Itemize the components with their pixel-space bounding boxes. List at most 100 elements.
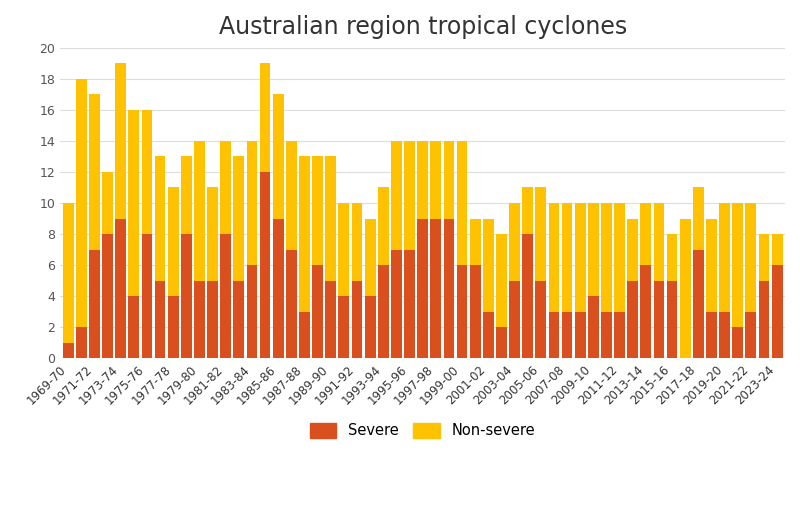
Bar (326, 156, 336, 281)
Bar (378, 187, 389, 265)
Bar (522, 234, 533, 358)
Bar (246, 265, 258, 358)
Bar (575, 312, 586, 358)
Bar (601, 312, 612, 358)
Bar (496, 234, 506, 327)
Bar (154, 156, 166, 281)
Bar (62, 343, 74, 358)
Bar (430, 218, 441, 358)
Bar (746, 203, 756, 312)
Bar (418, 218, 428, 358)
Bar (102, 172, 113, 234)
Bar (220, 234, 231, 358)
Bar (260, 63, 270, 172)
Bar (338, 296, 350, 358)
Bar (575, 203, 586, 312)
Bar (286, 141, 297, 250)
Bar (601, 203, 612, 312)
Bar (641, 265, 651, 358)
Bar (404, 250, 415, 358)
Bar (326, 281, 336, 358)
Bar (299, 312, 310, 358)
Bar (234, 281, 244, 358)
Bar (220, 141, 231, 234)
Bar (181, 156, 192, 234)
Bar (719, 312, 730, 358)
Bar (772, 234, 782, 265)
Bar (181, 234, 192, 358)
Bar (142, 234, 152, 358)
Bar (115, 218, 126, 358)
Bar (522, 187, 533, 234)
Bar (404, 141, 415, 250)
Title: Australian region tropical cyclones: Australian region tropical cyclones (218, 15, 626, 39)
Bar (535, 281, 546, 358)
Bar (76, 79, 86, 327)
Bar (746, 312, 756, 358)
Bar (549, 312, 559, 358)
Bar (509, 281, 520, 358)
Bar (352, 281, 362, 358)
Bar (273, 218, 284, 358)
Bar (299, 156, 310, 312)
Bar (273, 94, 284, 218)
Bar (496, 327, 506, 358)
Bar (391, 141, 402, 250)
Bar (758, 234, 770, 281)
Bar (535, 187, 546, 281)
Bar (483, 312, 494, 358)
Bar (680, 218, 690, 358)
Bar (666, 234, 678, 281)
Bar (457, 265, 467, 358)
Bar (562, 203, 573, 312)
Bar (641, 203, 651, 265)
Bar (719, 203, 730, 312)
Bar (378, 265, 389, 358)
Bar (286, 250, 297, 358)
Legend: Severe, Non-severe: Severe, Non-severe (305, 417, 541, 444)
Bar (129, 110, 139, 296)
Bar (483, 218, 494, 312)
Bar (627, 281, 638, 358)
Bar (89, 250, 100, 358)
Bar (312, 156, 323, 265)
Bar (234, 156, 244, 281)
Bar (470, 218, 481, 265)
Bar (588, 296, 598, 358)
Bar (562, 312, 573, 358)
Bar (418, 141, 428, 218)
Bar (312, 265, 323, 358)
Bar (614, 203, 625, 312)
Bar (772, 265, 782, 358)
Bar (62, 203, 74, 343)
Bar (365, 296, 375, 358)
Bar (168, 296, 178, 358)
Bar (627, 218, 638, 281)
Bar (693, 187, 704, 250)
Bar (352, 203, 362, 281)
Bar (654, 203, 664, 281)
Bar (732, 327, 743, 358)
Bar (706, 312, 717, 358)
Bar (588, 203, 598, 296)
Bar (654, 281, 664, 358)
Bar (154, 281, 166, 358)
Bar (457, 141, 467, 265)
Bar (142, 110, 152, 234)
Bar (207, 281, 218, 358)
Bar (115, 63, 126, 218)
Bar (76, 327, 86, 358)
Bar (443, 141, 454, 218)
Bar (365, 218, 375, 296)
Bar (207, 187, 218, 281)
Bar (168, 187, 178, 296)
Bar (194, 281, 205, 358)
Bar (666, 281, 678, 358)
Bar (470, 265, 481, 358)
Bar (129, 296, 139, 358)
Bar (758, 281, 770, 358)
Bar (246, 141, 258, 265)
Bar (706, 218, 717, 312)
Bar (614, 312, 625, 358)
Bar (260, 172, 270, 358)
